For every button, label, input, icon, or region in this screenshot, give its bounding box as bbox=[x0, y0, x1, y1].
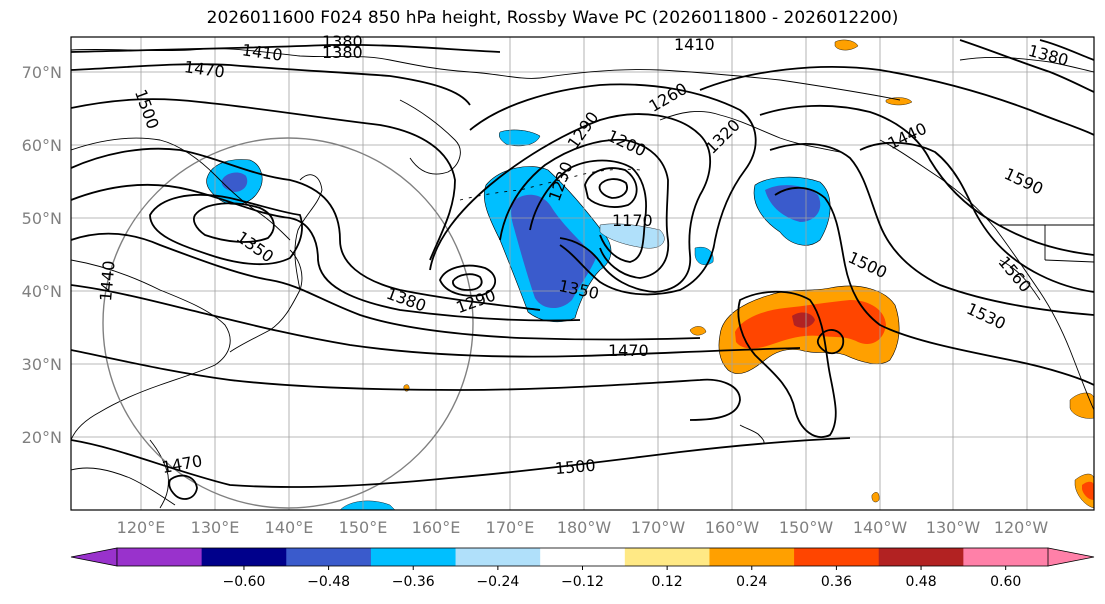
lon-tick: 140°E bbox=[265, 518, 314, 537]
colorbar-segment bbox=[201, 548, 287, 566]
contour-label: 1440 bbox=[96, 260, 118, 302]
coastlines bbox=[71, 48, 1094, 509]
lon-tick: 160°W bbox=[705, 518, 760, 537]
latitude-ticks: 70°N 60°N 50°N 40°N 30°N 20°N bbox=[22, 63, 62, 447]
colorbar-tick-label: 0.48 bbox=[905, 574, 936, 590]
colorbar-segment bbox=[540, 548, 626, 566]
lat-tick: 50°N bbox=[22, 209, 62, 228]
anomaly-fill-layer bbox=[206, 39, 1094, 510]
colorbar-extend-low bbox=[70, 547, 118, 567]
lat-tick: 20°N bbox=[22, 428, 62, 447]
contour-label: 1470 bbox=[608, 341, 649, 360]
colorbar-segment bbox=[878, 548, 964, 566]
colorbar-tick-label: −0.60 bbox=[223, 574, 266, 590]
map-border bbox=[70, 36, 1095, 511]
contour-label: 1170 bbox=[612, 211, 653, 230]
lon-tick: 130°E bbox=[191, 518, 240, 537]
lat-tick: 40°N bbox=[22, 282, 62, 301]
contour-label: 1380 bbox=[322, 43, 363, 62]
lon-tick: 140°W bbox=[853, 518, 908, 537]
colorbar-segment bbox=[455, 548, 541, 566]
colorbar-tick-label: −0.48 bbox=[307, 574, 350, 590]
lon-tick: 150°W bbox=[779, 518, 834, 537]
lat-tick: 60°N bbox=[22, 136, 62, 155]
colorbar-segment bbox=[963, 548, 1049, 566]
colorbar-segment bbox=[117, 548, 203, 566]
colorbar-extend-high bbox=[1047, 547, 1095, 567]
lon-tick: 130°W bbox=[926, 518, 981, 537]
contour-label: 1410 bbox=[674, 35, 715, 54]
colorbar-tick-label: 0.24 bbox=[736, 574, 767, 590]
lon-tick: 160°E bbox=[412, 518, 461, 537]
lat-tick: 70°N bbox=[22, 63, 62, 82]
colorbar-tick-label: −0.24 bbox=[476, 574, 519, 590]
longitude-ticks: 120°E 130°E 140°E 150°E 160°E 170°E 180°… bbox=[117, 518, 1049, 537]
colorbar-tick-label: 0.12 bbox=[652, 574, 683, 590]
colorbar-tick-label: −0.36 bbox=[392, 574, 435, 590]
map-title: 2026011600 F024 850 hPa height, Rossby W… bbox=[206, 8, 899, 28]
colorbar-tick-label: −0.12 bbox=[561, 574, 604, 590]
colorbar-segment bbox=[370, 548, 457, 566]
colorbar-segment bbox=[794, 548, 880, 566]
lon-tick: 120°E bbox=[117, 518, 166, 537]
lon-tick: 150°E bbox=[339, 518, 388, 537]
colorbar-segment bbox=[624, 548, 710, 566]
reference-circle bbox=[102, 137, 474, 509]
lon-tick: 170°W bbox=[631, 518, 686, 537]
height-contours bbox=[71, 39, 1094, 500]
lat-tick: 30°N bbox=[22, 355, 62, 374]
colorbar: −0.60 −0.48 −0.36 −0.24 −0.12 0.12 0.24 0.36 0.4… bbox=[70, 547, 1095, 590]
contour-label: 1380 bbox=[322, 32, 363, 51]
lon-tick: 180°W bbox=[557, 518, 612, 537]
colorbar-tick-label: 0.60 bbox=[990, 574, 1021, 590]
lon-tick: 120°W bbox=[994, 518, 1049, 537]
colorbar-tick-label: 0.36 bbox=[821, 574, 852, 590]
colorbar-segment bbox=[709, 548, 795, 566]
lon-tick: 170°E bbox=[486, 518, 535, 537]
colorbar-segment bbox=[286, 548, 372, 566]
contour-label: 1500 bbox=[554, 456, 596, 478]
